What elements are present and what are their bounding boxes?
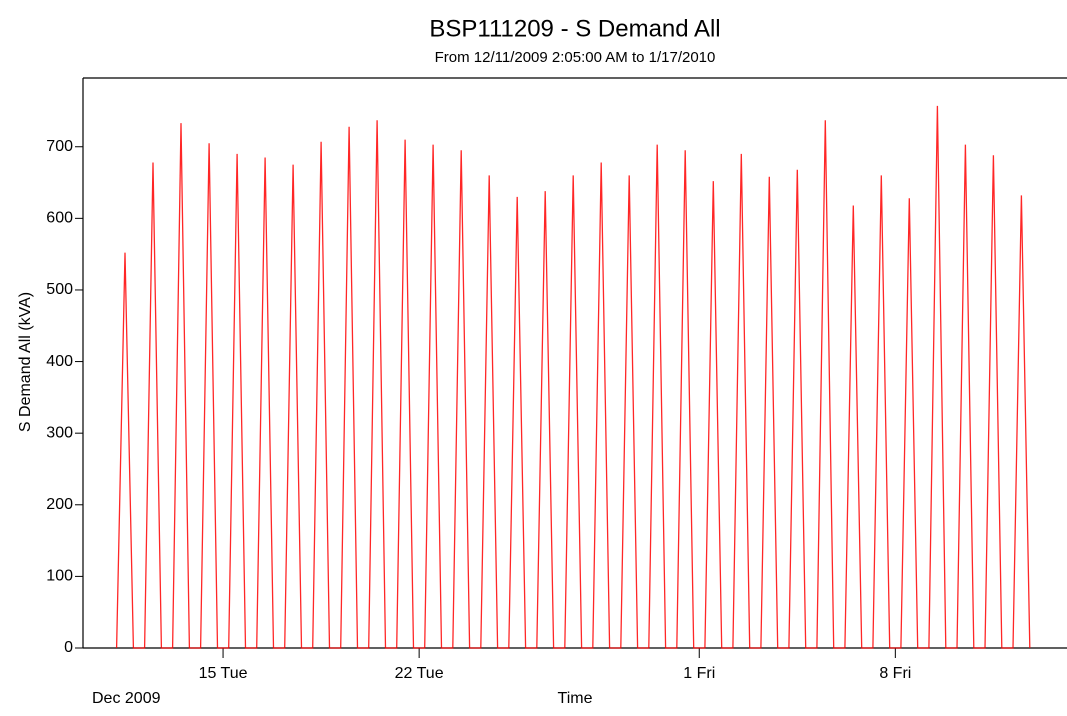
y-tick-label: 300 xyxy=(46,424,73,441)
x-tick-label: 8 Fri xyxy=(879,665,911,682)
chart-subtitle: From 12/11/2009 2:05:00 AM to 1/17/2010 xyxy=(435,49,716,66)
x-period-label: Dec 2009 xyxy=(92,690,161,707)
y-tick-label: 500 xyxy=(46,281,73,298)
x-tick-label: 22 Tue xyxy=(395,665,444,682)
y-tick-label: 700 xyxy=(46,138,73,155)
y-tick-label: 600 xyxy=(46,210,73,227)
x-tick-label: 1 Fri xyxy=(683,665,715,682)
y-tick-label: 100 xyxy=(46,568,73,585)
y-tick-label: 400 xyxy=(46,353,73,370)
x-axis-label: Time xyxy=(558,690,593,707)
y-axis-label: S Demand All (kVA) xyxy=(17,292,34,432)
y-tick-label: 0 xyxy=(64,639,73,656)
chart-title: BSP111209 - S Demand All xyxy=(429,15,720,42)
y-tick-label: 200 xyxy=(46,496,73,513)
data-line xyxy=(115,105,1031,649)
x-tick-label: 15 Tue xyxy=(199,665,248,682)
